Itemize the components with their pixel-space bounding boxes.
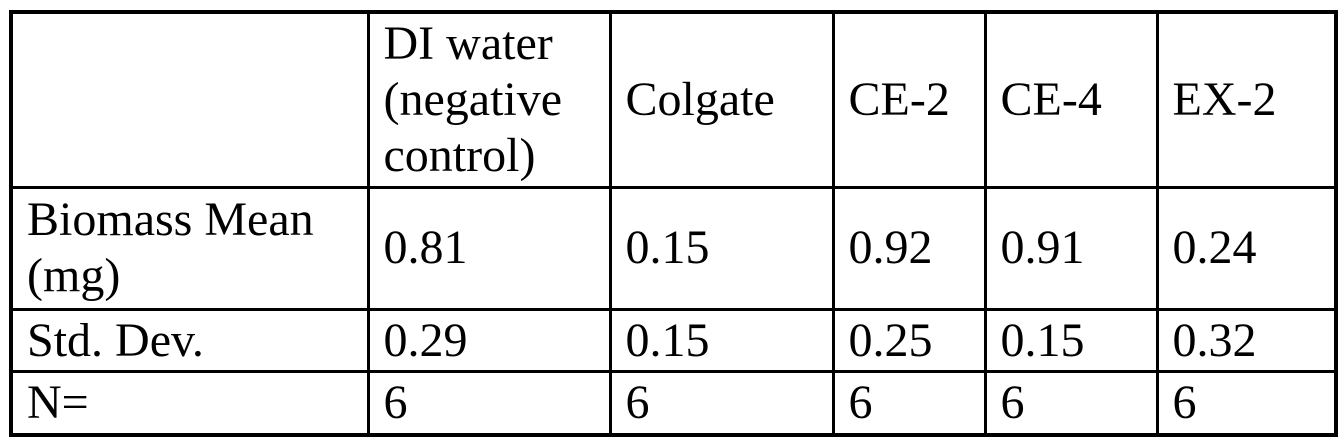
data-cell-biomass-di-water: 0.81 xyxy=(366,185,612,311)
header-cell-colgate: Colgate xyxy=(608,10,835,189)
table-row-std-dev: Std. Dev. 0.29 0.15 0.25 0.15 0.32 xyxy=(9,307,1338,374)
header-cell-ce-4: CE-4 xyxy=(983,10,1159,189)
row-label-biomass-mean: Biomass Mean (mg) xyxy=(9,185,370,311)
table-row-n: N= 6 6 6 6 6 xyxy=(9,370,1338,437)
data-cell-stddev-ex-2: 0.32 xyxy=(1155,307,1338,374)
data-cell-biomass-ce-2: 0.92 xyxy=(831,185,987,311)
data-cell-stddev-colgate: 0.15 xyxy=(608,307,835,374)
data-cell-n-di-water: 6 xyxy=(366,370,612,437)
data-cell-n-ce-2: 6 xyxy=(831,370,987,437)
data-cell-stddev-di-water: 0.29 xyxy=(366,307,612,374)
biomass-results-table: DI water (negative control) Colgate CE-2… xyxy=(9,10,1338,437)
data-cell-n-colgate: 6 xyxy=(608,370,835,437)
header-cell-empty xyxy=(9,10,370,189)
data-cell-n-ex-2: 6 xyxy=(1155,370,1338,437)
header-row: DI water (negative control) Colgate CE-2… xyxy=(9,10,1338,189)
data-cell-biomass-ce-4: 0.91 xyxy=(983,185,1159,311)
data-cell-n-ce-4: 6 xyxy=(983,370,1159,437)
table-row-biomass-mean: Biomass Mean (mg) 0.81 0.15 0.92 0.91 0.… xyxy=(9,185,1338,311)
data-cell-stddev-ce-4: 0.15 xyxy=(983,307,1159,374)
row-label-std-dev: Std. Dev. xyxy=(9,307,370,374)
data-cell-biomass-colgate: 0.15 xyxy=(608,185,835,311)
data-cell-stddev-ce-2: 0.25 xyxy=(831,307,987,374)
header-cell-ex-2: EX-2 xyxy=(1155,10,1338,189)
header-cell-di-water: DI water (negative control) xyxy=(366,10,612,189)
row-label-n: N= xyxy=(9,370,370,437)
data-cell-biomass-ex-2: 0.24 xyxy=(1155,185,1338,311)
header-cell-ce-2: CE-2 xyxy=(831,10,987,189)
